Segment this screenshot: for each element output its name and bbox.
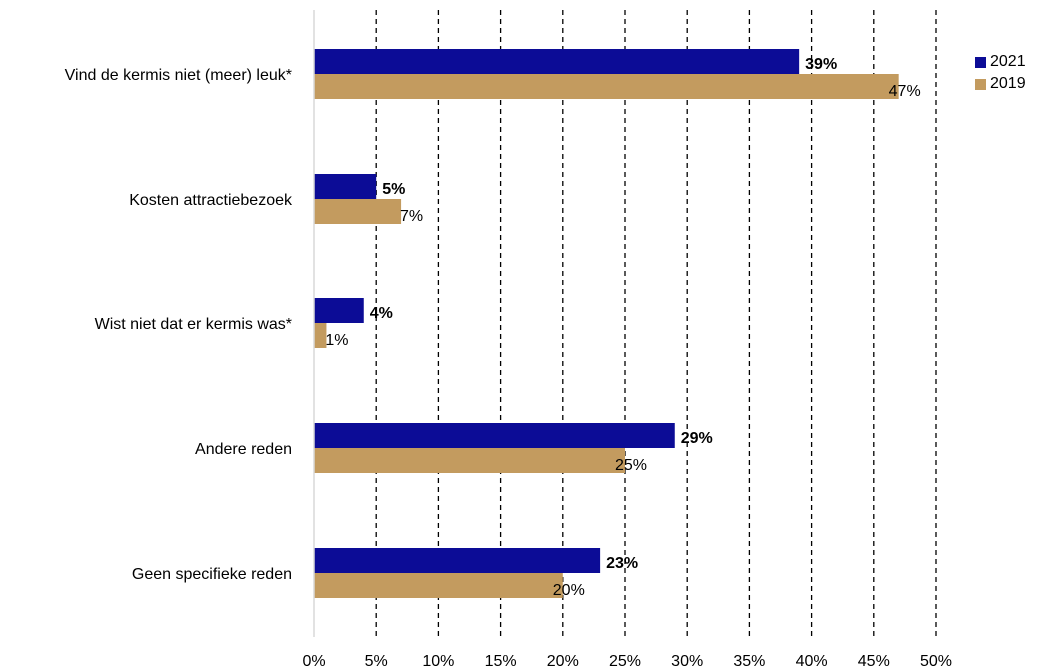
data-label-2019: 1% xyxy=(325,332,348,349)
x-tick-label: 5% xyxy=(365,653,388,670)
x-tick-label: 45% xyxy=(858,653,890,670)
category-label: Vind de kermis niet (meer) leuk* xyxy=(65,67,292,84)
x-tick-label: 15% xyxy=(485,653,517,670)
data-label-2019: 25% xyxy=(615,457,647,474)
legend: 2021 2019 xyxy=(975,51,1026,95)
bar-2019 xyxy=(314,448,625,473)
bar-2019 xyxy=(314,323,327,348)
data-label-2019: 7% xyxy=(400,208,423,225)
bar-2021 xyxy=(314,174,377,199)
x-tick-label: 30% xyxy=(671,653,703,670)
data-label-2021: 4% xyxy=(370,305,393,322)
x-tick-label: 0% xyxy=(302,653,325,670)
bar-2021 xyxy=(314,49,800,74)
x-tick-label: 50% xyxy=(920,653,952,670)
bar-2019 xyxy=(314,74,899,99)
category-label: Geen specifieke reden xyxy=(132,566,292,583)
data-label-2021: 39% xyxy=(805,56,837,73)
bar-2021 xyxy=(314,298,364,323)
category-label: Wist niet dat er kermis was* xyxy=(95,316,292,333)
legend-label-2021: 2021 xyxy=(990,53,1026,70)
x-tick-label: 10% xyxy=(422,653,454,670)
data-label-2021: 29% xyxy=(681,430,713,447)
x-tick-label: 20% xyxy=(547,653,579,670)
bar-2021 xyxy=(314,423,675,448)
data-label-2019: 20% xyxy=(553,582,585,599)
data-label-2021: 5% xyxy=(382,181,405,198)
data-label-2019: 47% xyxy=(889,83,921,100)
category-label: Kosten attractiebezoek xyxy=(129,192,293,209)
bar-2021 xyxy=(314,548,601,573)
legend-label-2019: 2019 xyxy=(990,75,1026,92)
bar-2019 xyxy=(314,199,402,224)
category-label: Andere reden xyxy=(195,441,292,458)
x-tick-label: 35% xyxy=(733,653,765,670)
legend-swatch-2021 xyxy=(975,56,986,68)
bar-2019 xyxy=(314,573,563,598)
legend-item-2021: 2021 xyxy=(975,51,1026,73)
x-tick-label: 25% xyxy=(609,653,641,670)
legend-swatch-2019 xyxy=(975,78,986,90)
x-tick-label: 40% xyxy=(796,653,828,670)
legend-item-2019: 2019 xyxy=(975,73,1026,95)
data-label-2021: 23% xyxy=(606,555,638,572)
